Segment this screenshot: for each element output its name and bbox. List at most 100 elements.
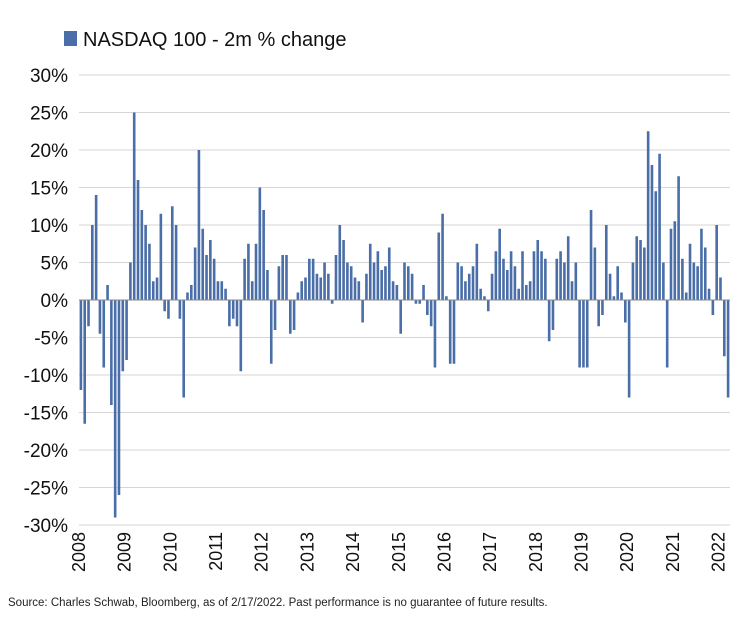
bar [357, 281, 361, 300]
legend: NASDAQ 100 - 2m % change [64, 29, 346, 51]
y-tick-label: 10% [30, 216, 68, 237]
bar [624, 300, 627, 323]
y-tick-label: 5% [41, 254, 69, 275]
bar [513, 266, 517, 300]
bar [148, 243, 151, 300]
bar [304, 277, 307, 300]
bar [399, 300, 402, 334]
bar [673, 221, 677, 300]
x-tick-label: 2021 [663, 532, 683, 572]
x-axis-ticks: 2008 2009 2010 2011 2012 2013 2014 2015 2016 2017… [69, 532, 729, 572]
y-tick-label: 25% [30, 104, 68, 125]
bar [288, 300, 292, 334]
bar [254, 243, 258, 300]
bar [79, 300, 83, 390]
x-tick-label: 2009 [115, 532, 135, 572]
x-tick-label: 2016 [435, 532, 455, 572]
bar [353, 277, 357, 300]
bar [247, 243, 250, 300]
bar [521, 251, 524, 300]
bar [407, 266, 410, 300]
bar [136, 180, 140, 300]
x-tick-label: 2012 [252, 532, 272, 572]
bar [433, 300, 437, 368]
bar [292, 300, 296, 330]
bar [601, 300, 604, 315]
x-tick-label: 2019 [572, 532, 592, 572]
bar [532, 251, 536, 300]
bar [559, 251, 562, 300]
bar [570, 281, 574, 300]
bar [117, 300, 121, 495]
bar [646, 131, 650, 300]
bar [262, 210, 265, 300]
bar [319, 277, 323, 300]
bar [502, 258, 505, 300]
bar [525, 285, 528, 300]
source-note: Source: Charles Schwab, Bloomberg, as of… [8, 597, 548, 609]
bar [528, 281, 532, 300]
bar [182, 300, 185, 398]
bar [186, 292, 189, 300]
bar [151, 281, 155, 300]
bar [544, 258, 547, 300]
bar [308, 258, 311, 300]
bar [167, 300, 170, 319]
x-tick-label: 2018 [526, 532, 546, 572]
bar [243, 258, 246, 300]
bar [273, 300, 277, 330]
bar [277, 266, 281, 300]
bar [269, 300, 273, 364]
y-tick-label: 0% [41, 291, 69, 312]
bar [616, 266, 619, 300]
bar [190, 285, 193, 300]
bar [231, 300, 235, 319]
bar [102, 300, 106, 368]
bar [445, 296, 448, 300]
bar [658, 153, 661, 300]
bar [684, 292, 688, 300]
bar [266, 270, 269, 300]
bar [464, 281, 467, 300]
bar [456, 262, 460, 300]
bar [281, 255, 284, 300]
bar [224, 288, 227, 300]
bar [163, 300, 166, 312]
bar [205, 255, 208, 300]
bar [639, 240, 642, 300]
bar [144, 225, 147, 300]
bar [121, 300, 125, 372]
bar [483, 296, 486, 300]
y-tick-label: -10% [24, 366, 68, 387]
bar [391, 281, 395, 300]
bar [197, 150, 201, 300]
bars [79, 112, 730, 518]
bar [719, 277, 722, 300]
bar [631, 262, 635, 300]
bar [220, 281, 224, 300]
bar [650, 165, 654, 300]
bar [387, 247, 391, 300]
bar [726, 300, 730, 398]
bar [422, 285, 425, 300]
bar [703, 247, 707, 300]
bar [460, 266, 463, 300]
bar [688, 243, 692, 300]
bar [380, 270, 383, 300]
bar [608, 273, 612, 300]
bar [174, 225, 178, 300]
bar [547, 300, 551, 342]
bar [113, 300, 117, 518]
bar [593, 247, 597, 300]
bar [418, 300, 422, 304]
bar [700, 228, 703, 300]
y-tick-label: -20% [24, 441, 68, 462]
x-tick-label: 2013 [297, 532, 317, 572]
x-tick-label: 2017 [480, 532, 500, 572]
bar [722, 300, 726, 357]
bar [665, 300, 669, 368]
bar [94, 195, 98, 300]
bar [178, 300, 182, 319]
bar [129, 262, 132, 300]
